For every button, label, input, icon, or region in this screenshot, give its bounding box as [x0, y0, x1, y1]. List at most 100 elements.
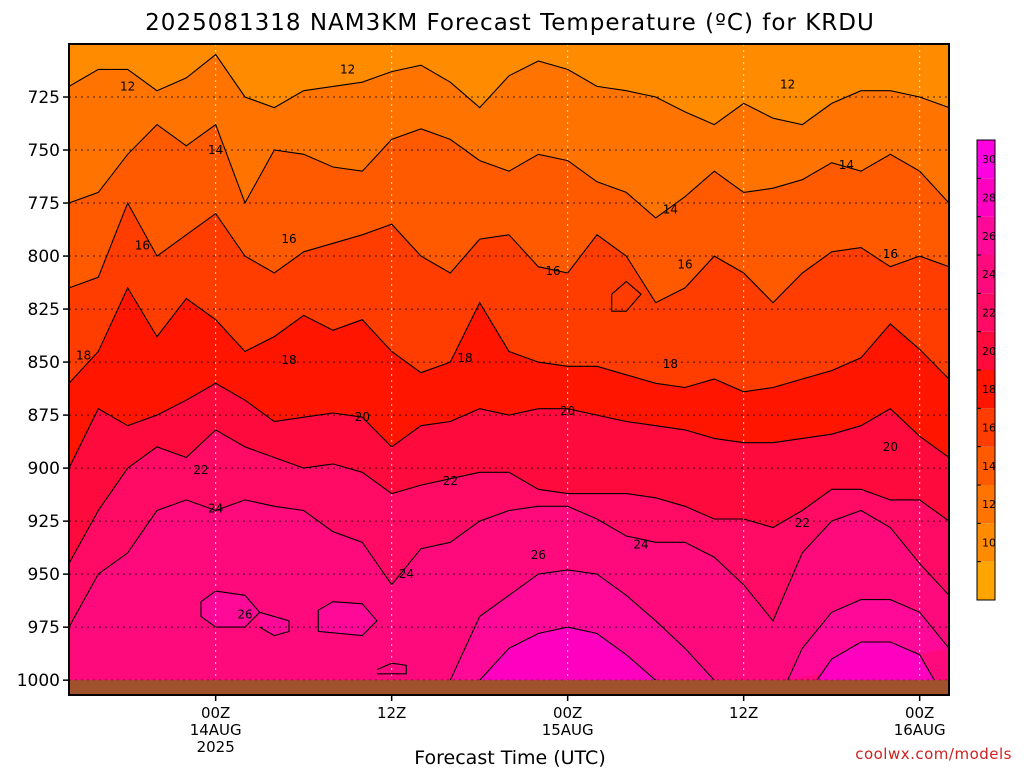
isotherm-label: 26: [237, 607, 252, 621]
colorbar-label: 16: [982, 422, 996, 435]
x-tick-label: 14AUG: [190, 721, 242, 739]
isotherm-label: 22: [795, 516, 810, 530]
isotherm-label: 20: [355, 410, 370, 424]
temperature-field: [69, 44, 949, 695]
colorbar-label: 28: [982, 192, 996, 205]
isotherm-labels: 12 12 12 14 14 14 16 16 16 16 16 18 18 18 18 20 20 20 22 22…: [76, 62, 898, 621]
colorbar-label: 20: [982, 345, 996, 358]
isotherm-line: [69, 53, 949, 126]
isotherm-line: [449, 569, 715, 681]
isotherm-line: [816, 641, 935, 681]
pocket-fill: [259, 612, 289, 636]
y-tick-label: 925: [28, 512, 60, 532]
chart-title: 2025081318 NAM3KM Forecast Temperature (…: [145, 10, 875, 36]
isotherm-label: 24: [399, 567, 414, 581]
isotherm-line: [69, 382, 949, 469]
isotherm-line: [317, 601, 378, 637]
colorbar-label: 18: [982, 383, 996, 396]
colorbar: 10 12 14 16 18 20 22 24 26 28 30: [976, 139, 996, 601]
isotherm-label: 12: [120, 79, 135, 93]
pocket-fill: [787, 599, 949, 681]
x-tick-label: 00Z: [905, 704, 934, 722]
y-tick-label: 750: [28, 141, 60, 161]
isotherm-label: 26: [531, 548, 546, 562]
isotherm-label: 24: [208, 501, 223, 515]
colorbar-label: 14: [982, 460, 996, 473]
isotherm-label: 18: [76, 349, 91, 363]
ground-layer: [69, 680, 949, 695]
colorbar-swatch: [977, 255, 995, 294]
colorbar-swatch: [977, 293, 995, 332]
colorbar-label: 22: [982, 307, 996, 320]
y-axis-ticks: 725 750 775 800 825 850 875 900 925 950 975 1000: [17, 88, 69, 691]
colorbar-swatch: [977, 561, 995, 600]
credit-text: coolwx.com/models: [855, 745, 1012, 763]
colorbar-swatch: [977, 408, 995, 447]
x-tick-label: 12Z: [377, 704, 406, 722]
y-tick-label: 900: [28, 459, 60, 479]
colorbar-swatch: [977, 523, 995, 562]
isotherm-line: [787, 599, 949, 681]
isotherm-label: 20: [883, 440, 898, 454]
x-tick-label: 00Z: [201, 704, 230, 722]
colorbar-label: 24: [982, 268, 996, 281]
y-tick-label: 975: [28, 618, 60, 638]
colorbar-label: 12: [982, 498, 996, 511]
x-tick-label: 2025: [197, 738, 235, 756]
colorbar-swatch: [977, 331, 995, 370]
colorbar-swatch: [977, 140, 995, 179]
isotherm-line: [69, 286, 949, 393]
isotherm-line: [69, 429, 949, 564]
isotherm-label: 18: [457, 351, 472, 365]
colorbar-swatch: [977, 178, 995, 217]
isotherm-label: 18: [663, 357, 678, 371]
y-tick-label: 825: [28, 300, 60, 320]
y-tick-label: 875: [28, 406, 60, 426]
isotherm-line: [259, 611, 290, 637]
isotherm-line: [611, 280, 642, 312]
isotherm-label: 12: [780, 77, 795, 91]
isotherm-label: 16: [883, 247, 898, 261]
pocket-fill: [479, 627, 656, 681]
colorbar-label: 30: [982, 153, 996, 166]
isotherm-label: 16: [545, 264, 560, 278]
isotherm-line: [69, 201, 949, 304]
plot-frame: [68, 43, 950, 696]
isotherm-line: [69, 123, 949, 219]
isotherm-line: [479, 626, 657, 681]
pocket-fill: [817, 641, 935, 681]
isotherm-label: 16: [281, 232, 296, 246]
colorbar-label: 10: [982, 537, 996, 550]
colorbar-label: 26: [982, 230, 996, 243]
y-tick-label: 950: [28, 565, 60, 585]
isotherm-label: 22: [193, 463, 208, 477]
isotherm-label: 12: [340, 62, 355, 76]
pocket-fill: [201, 591, 260, 628]
isotherm-line: [200, 590, 261, 628]
isotherm-label: 14: [839, 158, 854, 172]
isotherm-line: [69, 499, 949, 628]
isotherm-label: 14: [208, 143, 223, 157]
colorbar-swatch: [977, 370, 995, 409]
x-tick-label: 16AUG: [894, 721, 946, 739]
x-tick-label: 00Z: [553, 704, 582, 722]
x-tick-label: 15AUG: [542, 721, 594, 739]
isotherm-label: 16: [135, 238, 150, 252]
isotherm-lines: [69, 53, 949, 681]
isotherm-label: 24: [633, 537, 648, 551]
isotherm-line: [376, 662, 407, 675]
isotherm-label: 14: [663, 202, 678, 216]
y-tick-label: 725: [28, 88, 60, 108]
x-tick-label: 12Z: [729, 704, 758, 722]
y-tick-label: 800: [28, 247, 60, 267]
isotherm-label: 18: [281, 353, 296, 367]
pocket-fill: [611, 281, 641, 312]
y-tick-label: 1000: [17, 671, 60, 691]
isotherm-label: 20: [560, 404, 575, 418]
x-axis-label: Forecast Time (UTC): [414, 747, 605, 768]
colorbar-swatch: [977, 216, 995, 255]
colorbar-swatch: [977, 485, 995, 524]
isotherm-label: 22: [443, 474, 458, 488]
